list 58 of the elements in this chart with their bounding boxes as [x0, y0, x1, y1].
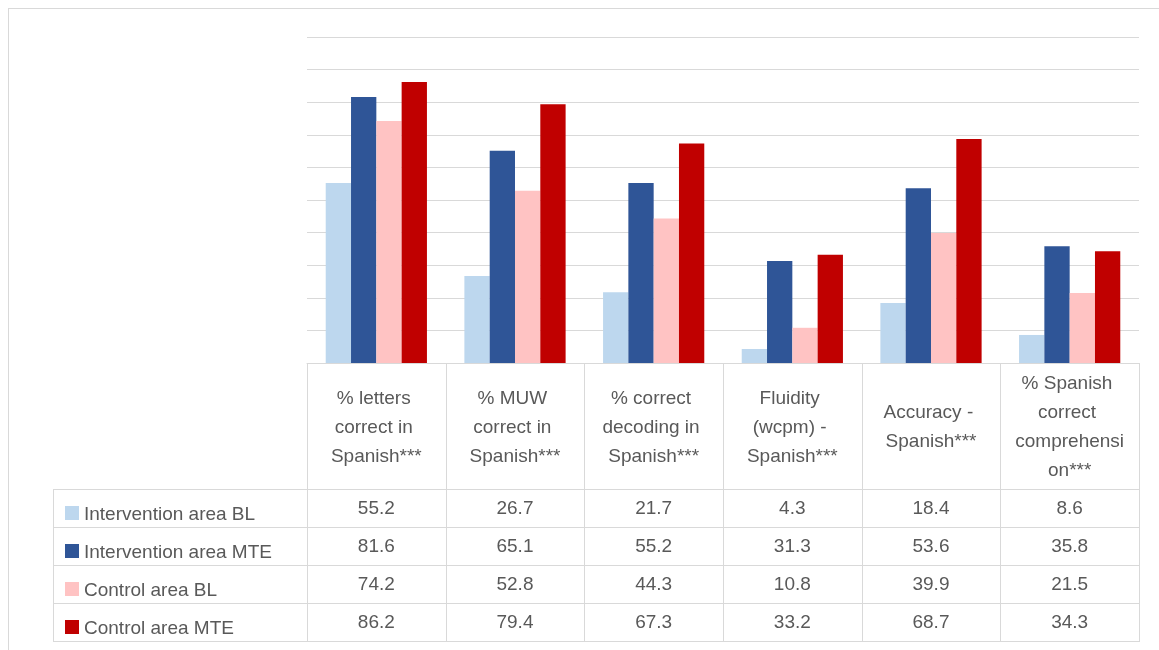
data-label: 52.8: [495, 572, 535, 596]
x-tick-label: % Spanish correct comprehension***: [1015, 372, 1125, 480]
data-label: 53.6: [911, 534, 951, 558]
legend-label: Intervention area BL: [84, 502, 256, 524]
x-tick-label: Accuracy - Spanish***: [883, 401, 979, 451]
bar: [1044, 246, 1070, 363]
bar: [1069, 292, 1095, 363]
data-label: 33.2: [772, 610, 812, 634]
data-label: 10.8: [772, 572, 812, 596]
data-label: 39.9: [911, 572, 951, 596]
legend-label: Intervention area MTE: [84, 540, 272, 562]
x-tick-label: % MUW correct in Spanish***: [469, 386, 562, 466]
data-label: 44.3: [634, 572, 674, 596]
data-label: 18.4: [911, 496, 951, 520]
bar: [880, 303, 906, 363]
legend-label: Control area BL: [84, 578, 218, 600]
bar: [956, 139, 982, 363]
bar: [376, 121, 402, 363]
data-label: 81.6: [356, 534, 396, 558]
data-label: 26.7: [495, 496, 535, 520]
bar: [515, 190, 541, 363]
data-label: 34.3: [1050, 610, 1090, 634]
bar: [931, 232, 957, 363]
bar: [628, 183, 654, 363]
data-label: 31.3: [772, 534, 812, 558]
bar: [792, 327, 818, 363]
data-label: 74.2: [356, 572, 396, 596]
bar: [653, 218, 679, 363]
data-label: 4.3: [778, 496, 807, 520]
data-label: 55.2: [356, 496, 396, 520]
bar: [767, 260, 793, 363]
data-label: 79.4: [495, 610, 535, 634]
bar: [1019, 334, 1045, 363]
bar: [817, 254, 843, 363]
data-label: 55.2: [634, 534, 674, 558]
data-label: 68.7: [911, 610, 951, 634]
bar: [741, 348, 768, 363]
bar: [401, 81, 427, 363]
data-label: 67.3: [634, 610, 674, 634]
data-label: 65.1: [495, 534, 535, 558]
bar: [603, 292, 629, 363]
x-tick-label: % letters correct in Spanish***: [330, 386, 423, 466]
legend-label: Control area MTE: [84, 616, 234, 638]
x-tick-label: % correct decoding in Spanish***: [602, 386, 705, 466]
bar: [1094, 251, 1121, 363]
data-label: 8.6: [1055, 496, 1084, 520]
data-label: 35.8: [1050, 534, 1090, 558]
data-label: 86.2: [356, 610, 396, 634]
bar: [351, 96, 377, 363]
bar: [905, 188, 931, 363]
bar: [678, 143, 705, 363]
bar: [489, 150, 515, 363]
x-tick-label: Fluidity (wcpm) - Spanish***: [746, 386, 839, 466]
data-label: 21.5: [1050, 572, 1090, 596]
bar: [464, 275, 490, 363]
bar: [540, 104, 566, 363]
bar: [325, 183, 352, 363]
data-label: 21.7: [634, 496, 674, 520]
